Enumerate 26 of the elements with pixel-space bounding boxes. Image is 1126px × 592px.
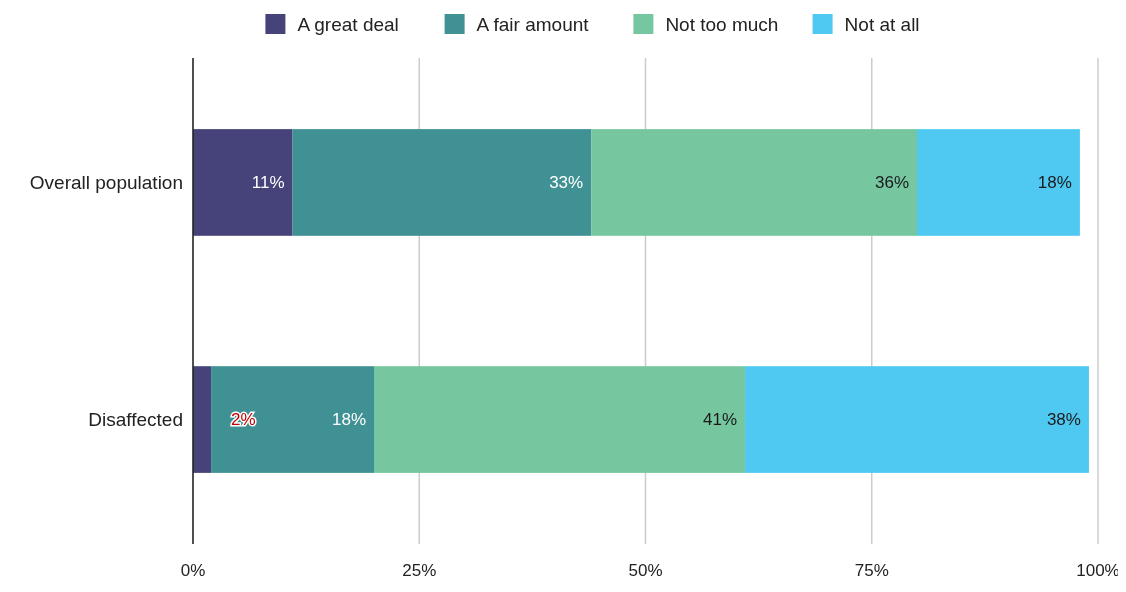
bar [745,366,1089,473]
x-tick-label: 75% [854,561,889,580]
data-label: 41% [703,410,738,430]
data-label: 11% [251,173,285,193]
legend-label: A fair amount [476,13,590,35]
bar [374,366,746,473]
bar [292,129,592,236]
legend-label: A great deal [297,13,399,35]
data-label: 18% [331,410,366,430]
x-tick-label: 0% [180,561,206,580]
x-tick-label: 25% [402,561,437,580]
bar [917,129,1080,236]
legend-label: Not too much [665,13,779,35]
data-label: 38% [1046,410,1081,430]
bar [591,129,917,236]
y-tick-label: Overall population [29,172,183,194]
data-label: 33% [549,173,584,193]
x-tick-label: 50% [628,561,663,580]
legend-label: Not at all [844,13,920,35]
data-label: 36% [874,173,909,193]
y-tick-label: Disaffected [88,409,183,431]
data-label: 2% [231,410,256,430]
bar [193,129,293,236]
bar [211,366,374,473]
bar [193,366,212,473]
data-label: 18% [1037,173,1072,193]
